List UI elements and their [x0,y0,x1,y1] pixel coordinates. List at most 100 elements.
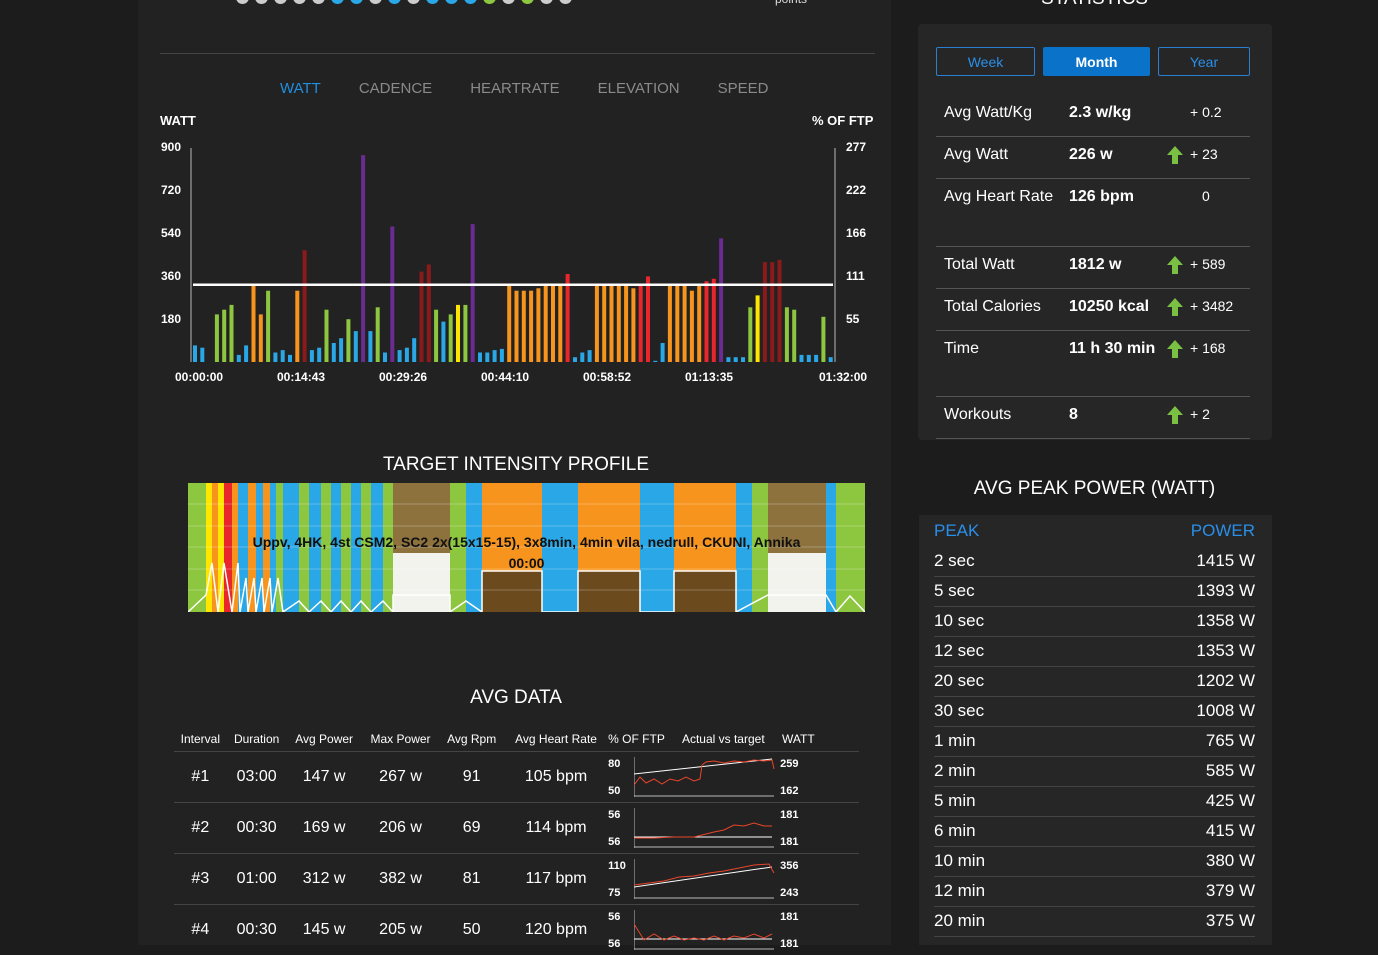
period-month-button[interactable]: Month [1043,47,1150,76]
tab-cadence[interactable]: CADENCE [359,80,432,97]
watt-bar [807,355,811,362]
watt-bar [624,286,628,362]
watt-bar [222,310,226,362]
th-interval: Interval [174,727,227,752]
stat-delta: + 0.2 [1190,100,1250,125]
stat-value: 10250 kcal [1069,294,1167,319]
watt-bar [398,350,402,362]
watt-bar [295,291,299,362]
zone-dot [331,0,344,4]
cell-duration: 00:30 [227,905,287,955]
tab-elevation[interactable]: ELEVATION [598,80,680,97]
watt-bar [383,353,387,363]
zone-dot [502,0,515,4]
zone-dot [407,0,420,4]
x-tick: 00:44:10 [481,370,529,384]
watt-bar [288,355,292,362]
watt-bar [668,286,672,362]
y2-tick: 166 [846,226,866,240]
stat-label: Avg Heart Rate [944,184,1064,209]
cell-avg-rpm: 91 [439,752,504,803]
watt-bar [778,260,782,362]
x-tick: 01:13:35 [685,370,733,384]
up-arrow-icon [1166,405,1184,425]
watt-bottom: 162 [780,785,798,797]
watt-bar [463,305,467,362]
cell-max-power: 382 w [362,854,440,905]
watt-bar [376,307,380,362]
stat-label: Avg Watt [944,142,1064,167]
period-week-button[interactable]: Week [936,47,1035,76]
x-tick: 00:14:43 [277,370,325,384]
profile-workout-label: Uppv, 4HK, 4st CSM2, SC2 2x(15x15-15), 3… [188,532,865,574]
zone-dot [521,0,534,4]
peak-duration: 6 min [934,821,976,841]
actual-vs-target-graph [634,808,776,848]
peak-power-value: 415 W [1206,821,1255,841]
ftp-top: 80 [608,758,620,770]
tab-watt[interactable]: WATT [280,80,321,97]
peak-duration: 12 sec [934,641,984,661]
zone-dot [369,0,382,4]
watt-bar [639,284,643,363]
watt-bottom: 243 [780,887,798,899]
stat-value: 1812 w [1069,252,1167,277]
table-header-row: Interval Duration Avg Power Max Power Av… [174,727,859,752]
ftp-bottom: 50 [608,785,620,797]
watt-bar [368,331,372,362]
watt-bar [580,353,584,363]
cell-avg-hr: 120 bpm [504,905,608,955]
zone-dot [388,0,401,4]
actual-vs-target-graph [634,859,776,899]
x-tick: 00:29:26 [379,370,427,384]
peak-duration: 12 min [934,881,985,901]
watt-bar [785,307,789,362]
th-ftp: % OF FTP [608,732,664,746]
watt-bar [800,355,804,362]
tab-heartrate[interactable]: HEARTRATE [470,80,559,97]
watt-bar [726,357,730,362]
watt-bar [544,286,548,362]
tab-speed[interactable]: SPEED [718,80,769,97]
zone-dot [293,0,306,4]
watt-top: 181 [780,809,798,821]
cell-max-power: 205 w [362,905,440,955]
peak-power-value: 425 W [1206,791,1255,811]
watt-bar [690,291,694,362]
stat-label: Workouts [944,402,1064,427]
zone-dot [312,0,325,4]
th-duration: Duration [227,727,287,752]
left-axis-title: WATT [160,113,196,128]
statistics-title: STATISTICS [917,0,1272,10]
ftp-top: 110 [608,860,626,872]
period-year-button[interactable]: Year [1158,47,1250,76]
zone-dot [464,0,477,4]
th-watt: WATT [782,732,815,746]
cell-duration: 00:30 [227,803,287,854]
th-graph-group: % OF FTP Actual vs target WATT [608,727,859,752]
th-actual-vs-target: Actual vs target [682,732,765,746]
watt-bar [193,345,197,362]
peak-power-value: 1008 W [1196,701,1255,721]
peak-power-title: AVG PEAK POWER (WATT) [917,478,1272,500]
th-max-power: Max Power [362,727,440,752]
avg-data-table: Interval Duration Avg Power Max Power Av… [174,727,859,955]
watt-bar [361,155,365,362]
watt-bar [741,357,745,362]
watt-bar [705,281,709,362]
peak-power-value: 585 W [1206,761,1255,781]
